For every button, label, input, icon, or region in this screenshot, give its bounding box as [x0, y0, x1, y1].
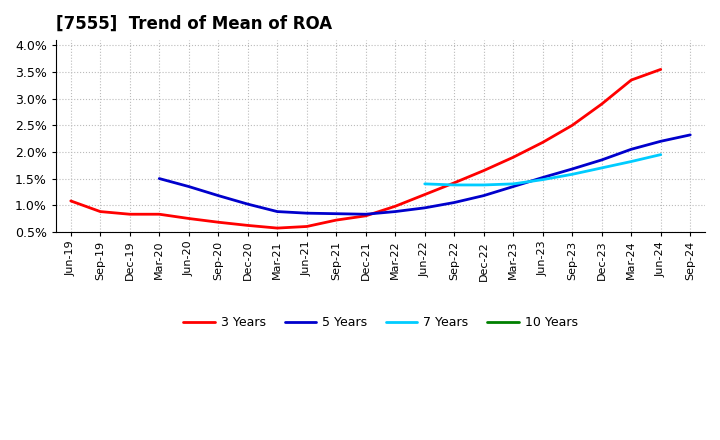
5 Years: [243, 202, 252, 207]
3 Years: [598, 101, 606, 106]
3 Years: [539, 140, 547, 145]
3 Years: [450, 180, 459, 185]
Line: 3 Years: 3 Years: [71, 70, 661, 228]
5 Years: [214, 193, 222, 198]
5 Years: [598, 157, 606, 162]
3 Years: [361, 213, 370, 219]
7 Years: [450, 182, 459, 187]
3 Years: [480, 168, 488, 173]
5 Years: [686, 132, 695, 138]
7 Years: [480, 182, 488, 187]
3 Years: [627, 77, 636, 83]
7 Years: [598, 165, 606, 171]
5 Years: [420, 205, 429, 210]
3 Years: [96, 209, 104, 214]
5 Years: [332, 211, 341, 216]
3 Years: [155, 212, 163, 217]
7 Years: [509, 181, 518, 187]
5 Years: [480, 193, 488, 198]
5 Years: [509, 184, 518, 189]
5 Years: [273, 209, 282, 214]
3 Years: [273, 225, 282, 231]
5 Years: [627, 147, 636, 152]
5 Years: [155, 176, 163, 181]
5 Years: [184, 184, 193, 189]
7 Years: [539, 177, 547, 182]
3 Years: [509, 154, 518, 160]
7 Years: [627, 159, 636, 164]
3 Years: [568, 123, 577, 128]
3 Years: [243, 223, 252, 228]
3 Years: [391, 204, 400, 209]
3 Years: [420, 192, 429, 197]
Legend: 3 Years, 5 Years, 7 Years, 10 Years: 3 Years, 5 Years, 7 Years, 10 Years: [179, 311, 582, 334]
3 Years: [66, 198, 75, 204]
Line: 7 Years: 7 Years: [425, 154, 661, 185]
3 Years: [214, 220, 222, 225]
5 Years: [450, 200, 459, 205]
3 Years: [184, 216, 193, 221]
5 Years: [302, 210, 311, 216]
7 Years: [657, 152, 665, 157]
5 Years: [657, 139, 665, 144]
Line: 5 Years: 5 Years: [159, 135, 690, 214]
5 Years: [539, 175, 547, 180]
3 Years: [302, 224, 311, 229]
7 Years: [420, 181, 429, 187]
3 Years: [332, 217, 341, 223]
3 Years: [657, 67, 665, 72]
5 Years: [568, 166, 577, 172]
5 Years: [391, 209, 400, 214]
3 Years: [125, 212, 134, 217]
5 Years: [361, 212, 370, 217]
7 Years: [568, 172, 577, 177]
Text: [7555]  Trend of Mean of ROA: [7555] Trend of Mean of ROA: [56, 15, 332, 33]
